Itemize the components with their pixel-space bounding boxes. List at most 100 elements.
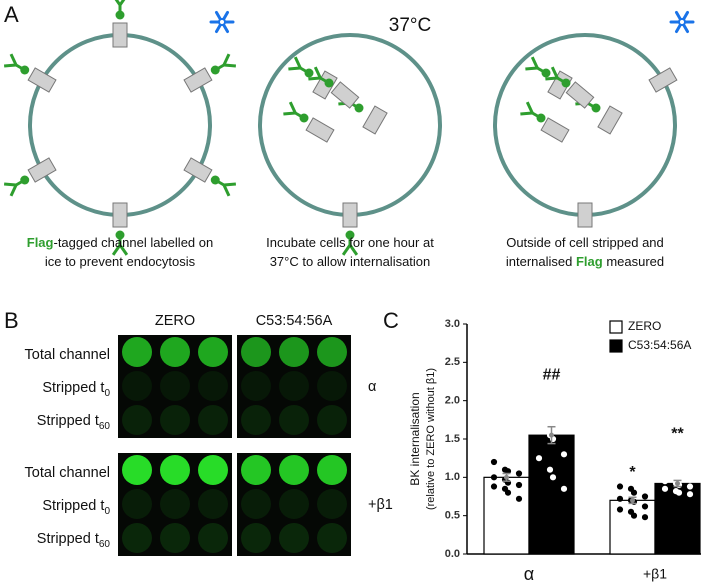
antibody xyxy=(348,244,359,256)
flag-tag xyxy=(210,65,220,75)
channel xyxy=(27,157,57,183)
row-label: Total channel xyxy=(25,347,110,363)
caption-text: 37°C to allow internalisation xyxy=(270,254,431,269)
antibody xyxy=(536,66,547,75)
data-point xyxy=(661,485,669,492)
row-label-sub: 60 xyxy=(99,421,111,432)
cell-membrane xyxy=(28,33,212,217)
data-point xyxy=(515,495,523,502)
data-point xyxy=(549,401,557,408)
y-tick-label: 0.5 xyxy=(445,510,460,522)
y-tick-label: 2.5 xyxy=(445,356,460,368)
significance-label: * xyxy=(629,464,636,481)
row-label: Stripped t0 xyxy=(42,380,110,399)
row-label-text: Stripped t xyxy=(37,413,99,429)
data-point xyxy=(641,493,649,500)
blot-dot xyxy=(317,337,347,367)
data-point xyxy=(560,451,568,458)
antibody xyxy=(283,111,296,116)
blot-dot xyxy=(279,405,309,435)
flag-tag xyxy=(304,68,314,78)
legend-swatch xyxy=(609,339,623,353)
blot-dot xyxy=(122,489,152,519)
channel xyxy=(342,202,358,228)
flag-tag xyxy=(210,175,220,185)
antibody xyxy=(525,101,534,114)
row-label-sub: 60 xyxy=(99,539,111,550)
mean-marker xyxy=(630,497,635,503)
antibody xyxy=(341,244,352,256)
channel xyxy=(540,117,570,143)
snowflake-core xyxy=(218,18,226,26)
panel-label: A xyxy=(4,2,19,27)
caption: 37°C to allow internalisation xyxy=(270,254,431,269)
data-point xyxy=(490,483,498,490)
caption-text: internalised xyxy=(506,254,576,269)
column-header: ZERO xyxy=(155,313,195,329)
error-bar xyxy=(547,425,556,445)
channel xyxy=(112,202,128,228)
antibody xyxy=(114,0,122,6)
blot-dot xyxy=(279,337,309,367)
row-label-sub: 0 xyxy=(104,388,110,399)
flag-tag xyxy=(115,230,125,240)
blot-dot xyxy=(241,489,271,519)
flag-tag xyxy=(299,113,309,123)
data-point xyxy=(686,491,694,498)
blot-dot xyxy=(198,523,228,553)
channel xyxy=(330,81,360,109)
channel xyxy=(112,22,128,48)
group-label: +β1 xyxy=(368,497,393,513)
caption-text: ice to prevent endocytosis xyxy=(45,254,196,269)
blot-dot xyxy=(317,523,347,553)
x-tick-label: +β1 xyxy=(643,566,667,582)
data-point xyxy=(546,389,554,397)
mean-marker xyxy=(549,432,554,438)
data-point xyxy=(549,474,557,481)
antibody xyxy=(550,66,559,79)
channel xyxy=(547,70,573,100)
channel xyxy=(565,81,595,109)
blot-dot xyxy=(122,371,152,401)
blot-dot xyxy=(122,337,152,367)
y-tick-label: 3.0 xyxy=(445,318,460,330)
data-point xyxy=(661,478,669,485)
blot-dot xyxy=(160,523,190,553)
data-point xyxy=(686,483,694,490)
data-point xyxy=(641,503,649,510)
data-point xyxy=(641,514,649,521)
error-bar xyxy=(628,496,637,505)
data-point xyxy=(661,445,669,452)
channel xyxy=(577,202,593,228)
antibody xyxy=(530,56,539,69)
blot-dot xyxy=(317,405,347,435)
channel xyxy=(597,105,623,135)
blot-dot xyxy=(279,371,309,401)
antibody xyxy=(531,111,542,120)
data-point xyxy=(490,474,498,481)
data-point xyxy=(616,495,624,502)
row-label-text: Stripped t xyxy=(37,531,99,547)
cell-membrane xyxy=(493,33,677,217)
row-label-text: Stripped t xyxy=(42,498,104,514)
blot-dot xyxy=(122,405,152,435)
flag-tag xyxy=(20,65,30,75)
blot-dot xyxy=(241,337,271,367)
y-tick-label: 1.0 xyxy=(445,471,460,483)
antibody xyxy=(223,63,237,68)
legend-label: ZERO xyxy=(628,319,661,333)
y-tick-label: 2.0 xyxy=(445,395,460,407)
caption-text: Flag xyxy=(27,235,54,250)
caption-text: Outside of cell stripped and xyxy=(506,235,664,250)
antibody xyxy=(525,66,538,71)
antibody xyxy=(222,184,231,197)
cell-diagram xyxy=(3,0,678,256)
antibody xyxy=(556,76,567,85)
x-tick-label: α xyxy=(524,564,534,584)
snowflake-icons xyxy=(209,10,695,34)
data-point xyxy=(630,512,638,519)
group-label: α xyxy=(368,379,376,395)
caption-text: measured xyxy=(603,254,664,269)
data-point xyxy=(504,489,512,496)
